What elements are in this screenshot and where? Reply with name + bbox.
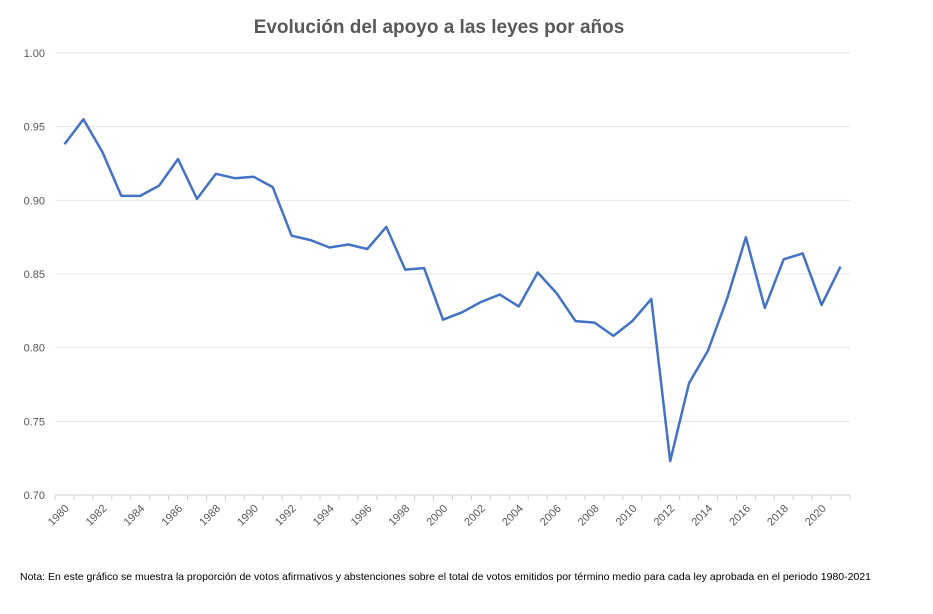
- y-tick-label: 1.00: [24, 48, 45, 60]
- y-tick-label: 0.90: [24, 195, 45, 207]
- x-tick-label: 1990: [235, 503, 261, 529]
- y-tick-label: 0.85: [24, 269, 45, 281]
- x-tick-label: 1996: [349, 503, 375, 529]
- x-tick-label: 1994: [311, 503, 337, 529]
- x-tick-label: 2004: [500, 503, 526, 529]
- x-tick-label: 1980: [46, 503, 72, 529]
- x-tick-label: 2002: [462, 503, 488, 529]
- x-tick-label: 2018: [765, 503, 791, 529]
- x-tick-label: 1982: [84, 503, 110, 529]
- x-tick-label: 2014: [689, 503, 715, 529]
- chart-note: Nota: En este gráfico se muestra la prop…: [20, 571, 871, 583]
- y-tick-label: 0.75: [24, 416, 45, 428]
- x-tick-label: 1988: [197, 503, 223, 529]
- y-tick-label: 0.95: [24, 122, 45, 134]
- x-tick-label: 1986: [159, 503, 185, 529]
- chart-title: Evolución del apoyo a las leyes por años: [254, 17, 625, 38]
- x-tick-label: 1984: [122, 503, 148, 529]
- x-tick-label: 2016: [727, 503, 753, 529]
- x-tick-label: 2006: [538, 503, 564, 529]
- y-tick-label: 0.70: [24, 490, 45, 502]
- x-tick-label: 1998: [387, 503, 413, 529]
- grid-lines: [54, 52, 851, 500]
- x-axis: 1980 1982 1984 1986 1988 1990 1992 1994 1996 1998…: [46, 503, 829, 529]
- x-tick-label: 2008: [576, 503, 602, 529]
- y-axis: 1.00 0.95 0.90 0.85 0.80 0.75 0.70: [24, 48, 45, 502]
- y-tick-label: 0.80: [24, 343, 45, 355]
- x-tick-label: 2012: [652, 503, 678, 529]
- series-line: [63, 118, 842, 463]
- x-tick-label: 2010: [614, 503, 640, 529]
- x-tick-label: 2000: [424, 503, 450, 529]
- x-tick-label: 2020: [803, 503, 829, 529]
- x-tick-label: 1992: [273, 503, 299, 529]
